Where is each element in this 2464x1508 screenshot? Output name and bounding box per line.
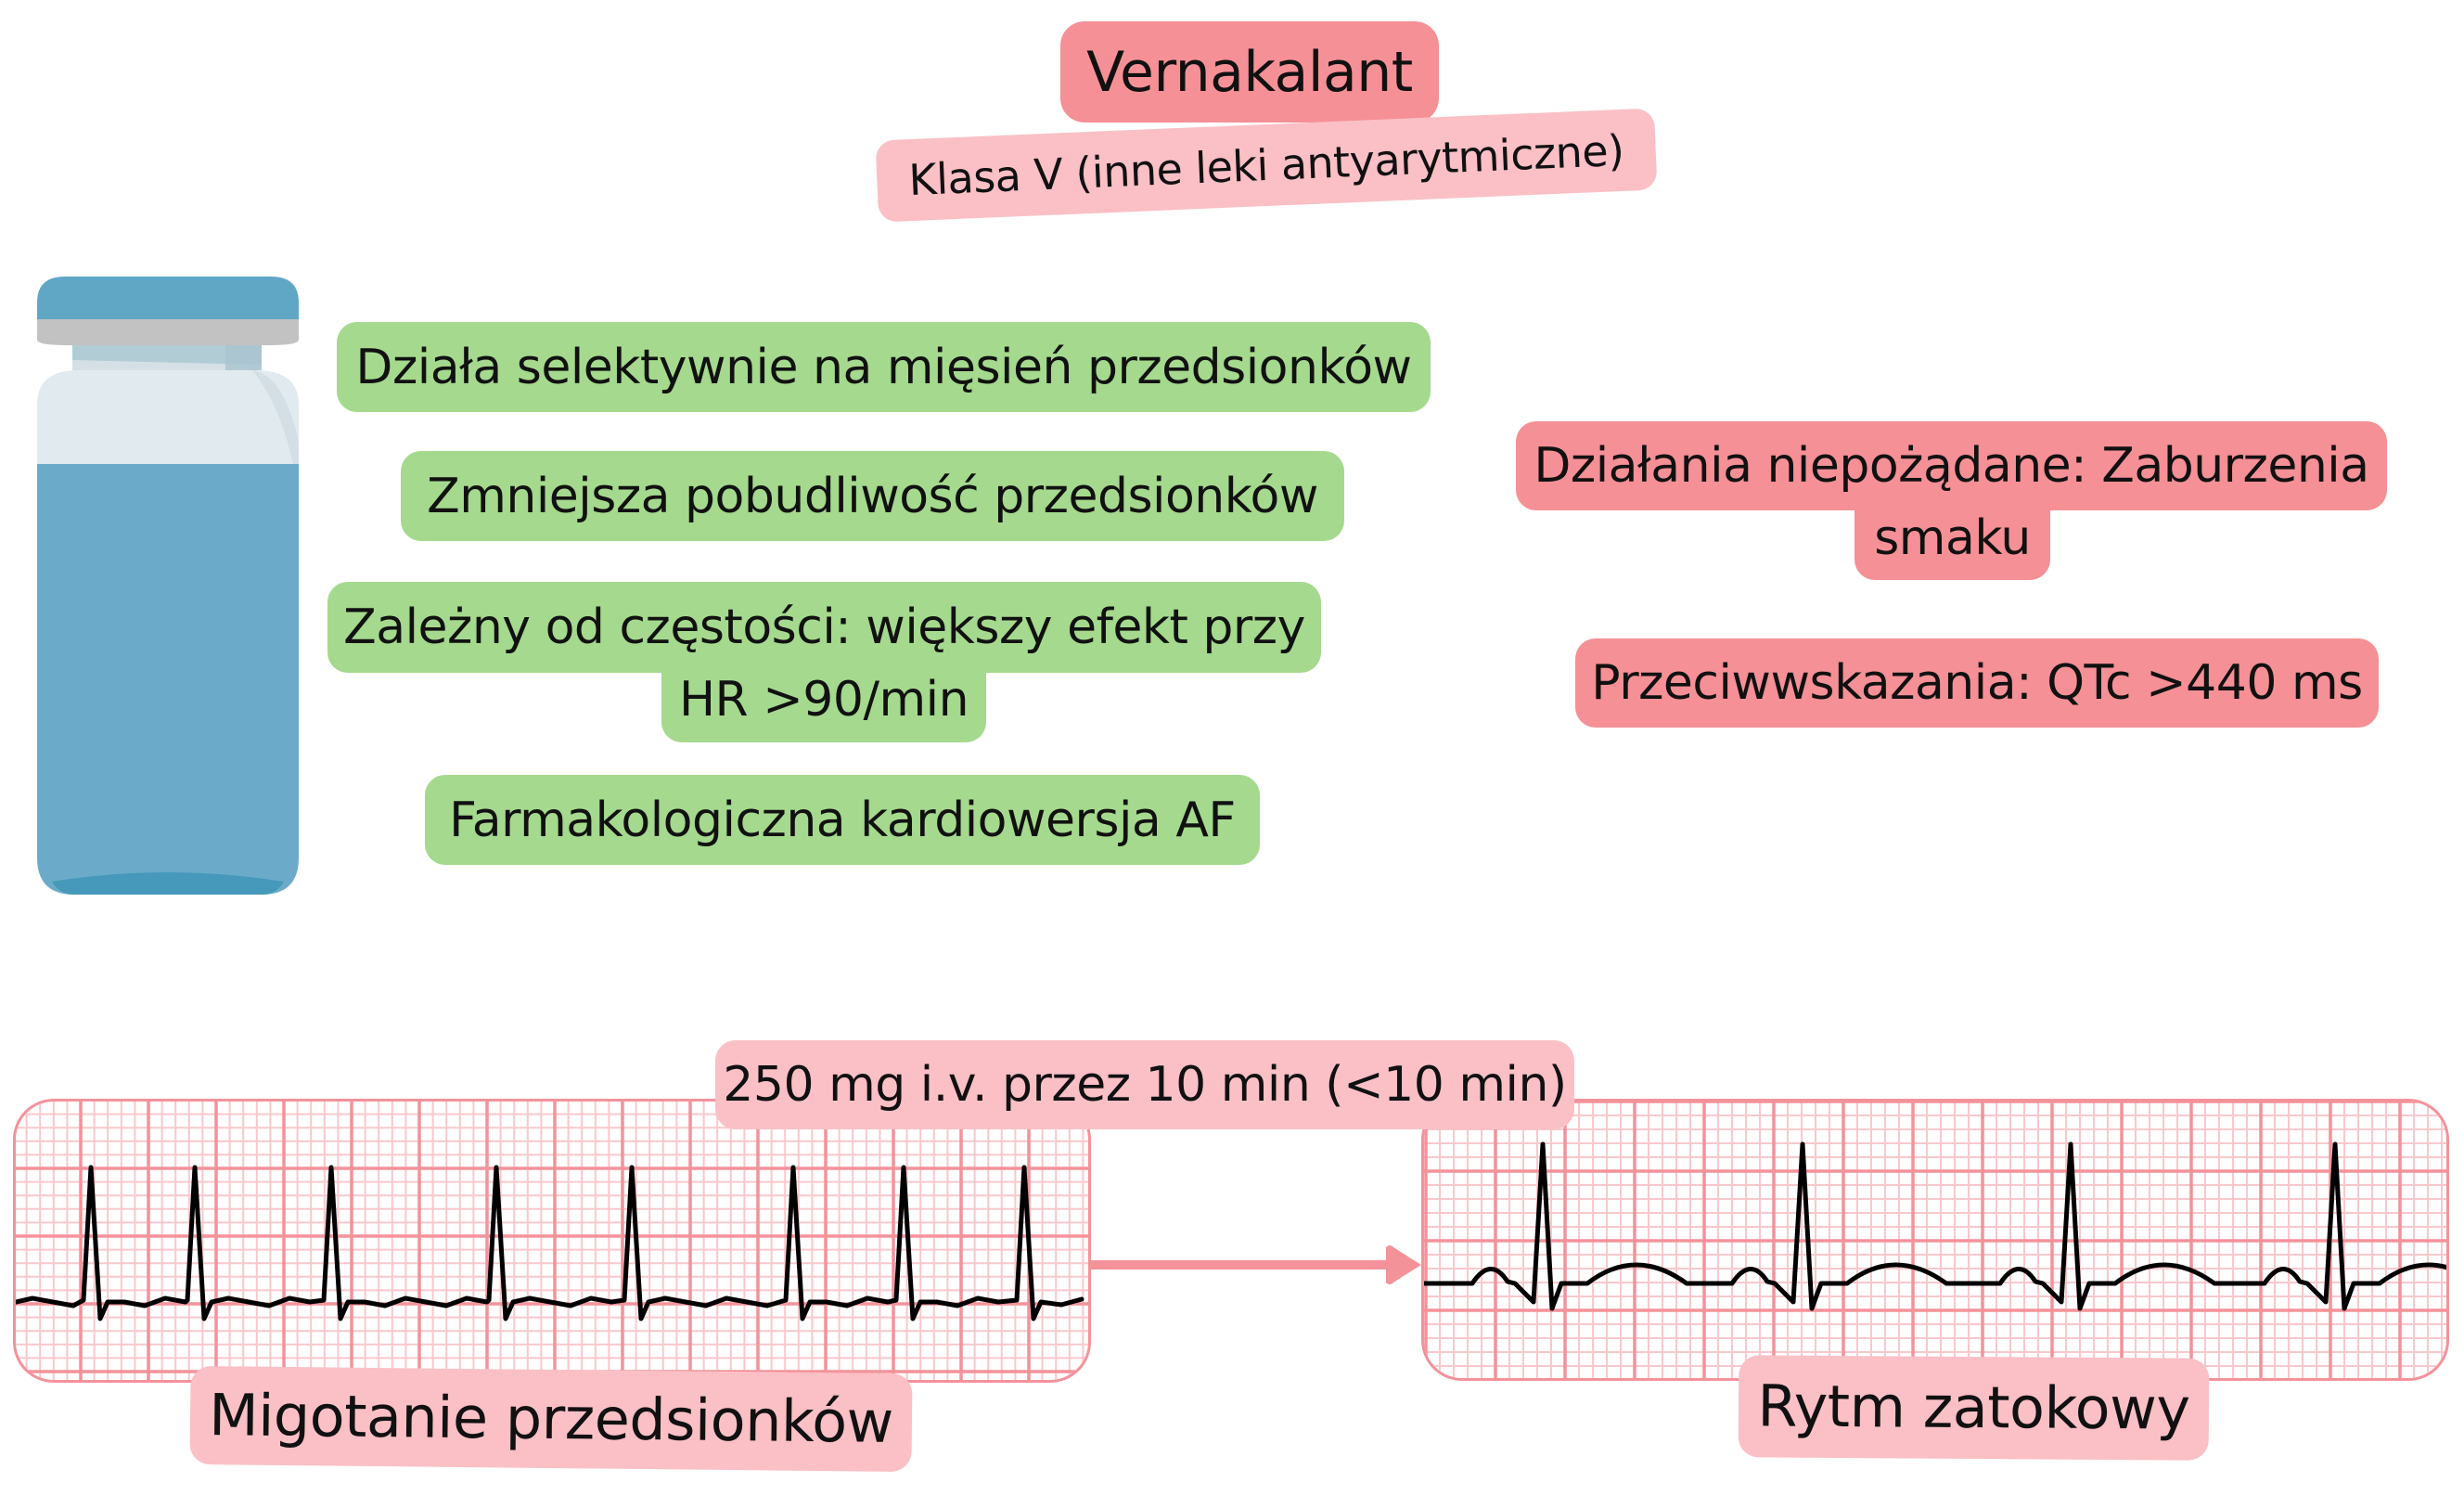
ecg-strip-sinus-rhythm	[1421, 1099, 2449, 1381]
indication-cardioversion: Farmakologiczna kardiowersja AF	[425, 775, 1260, 865]
mechanism-text: Zmniejsza pobudliwość przedsionków	[427, 468, 1318, 524]
mechanism-rate-dependent-line1: Zależny od częstości: większy efekt przy	[327, 582, 1321, 673]
mechanism-excitability: Zmniejsza pobudliwość przedsionków	[401, 451, 1344, 541]
right-arrow-icon	[1091, 1244, 1425, 1288]
ecg-strip-atrial-fibrillation	[13, 1099, 1091, 1383]
mechanism-rate-dependent-line2: HR >90/min	[661, 661, 986, 742]
dosage-label: 250 mg i.v. przez 10 min (<10 min)	[715, 1040, 1574, 1129]
ecg-trace	[16, 1102, 1088, 1380]
medicine-vial-icon	[37, 275, 299, 895]
drug-title: Vernakalant	[1060, 21, 1439, 122]
drug-class-text: Klasa V (inne leki antyarytmiczne)	[907, 124, 1625, 206]
mechanism-text: HR >90/min	[678, 672, 969, 728]
mechanism-text: Zależny od częstości: większy efekt przy	[343, 599, 1305, 655]
adverse-effects-line2: smaku	[1854, 499, 2050, 580]
ecg-label-text: Migotanie przedsionków	[208, 1381, 894, 1456]
indication-text: Farmakologiczna kardiowersja AF	[449, 792, 1236, 848]
ecg-trace	[1424, 1102, 2446, 1378]
adverse-effects-text: Działania niepożądane: Zaburzenia	[1534, 438, 2369, 494]
dosage-text: 250 mg i.v. przez 10 min (<10 min)	[723, 1057, 1567, 1113]
ecg-label-text: Rytm zatokowy	[1757, 1372, 2190, 1443]
contraindications-text: Przeciwwskazania: QTc >440 ms	[1591, 655, 2363, 711]
ecg-label-atrial-fibrillation: Migotanie przedsionków	[189, 1365, 913, 1473]
adverse-effects-line1: Działania niepożądane: Zaburzenia	[1516, 421, 2387, 510]
adverse-effects-text: smaku	[1874, 509, 2031, 566]
ecg-label-sinus-rhythm: Rytm zatokowy	[1738, 1355, 2210, 1461]
drug-class-badge: Klasa V (inne leki antyarytmiczne)	[875, 108, 1658, 223]
mechanism-text: Działa selektywnie na mięsień przedsionk…	[355, 339, 1412, 395]
contraindications: Przeciwwskazania: QTc >440 ms	[1575, 638, 2379, 728]
drug-title-text: Vernakalant	[1086, 39, 1413, 105]
mechanism-atrial-selectivity: Działa selektywnie na mięsień przedsionk…	[337, 322, 1431, 412]
